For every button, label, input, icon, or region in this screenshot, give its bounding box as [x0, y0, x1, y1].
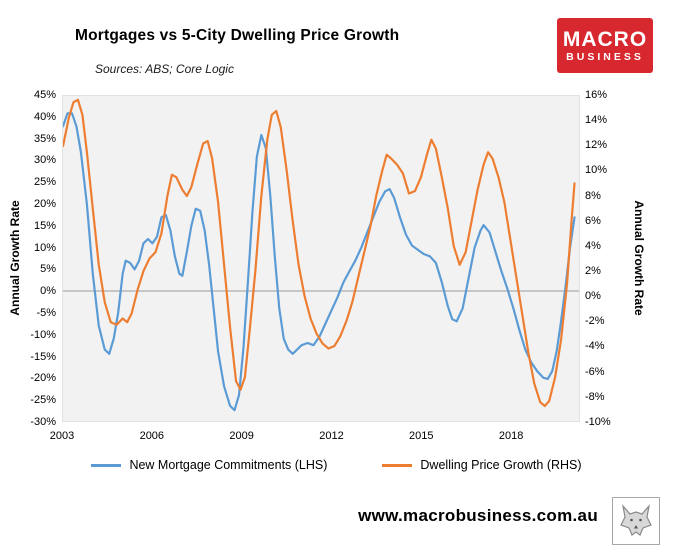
sources-note: Sources: ABS; Core Logic [95, 62, 234, 76]
tick-label: 12% [585, 139, 608, 152]
tick-label: 0% [585, 290, 601, 303]
logo-text-macro: MACRO [562, 27, 648, 51]
tick-label: 0% [40, 285, 56, 298]
tick-label: 15% [33, 219, 56, 232]
plot-area [62, 95, 580, 422]
logo-text-business: BUSINESS [566, 50, 644, 63]
tick-label: -25% [30, 394, 56, 407]
tick-label: -30% [30, 415, 56, 428]
legend: New Mortgage Commitments (LHS) Dwelling … [0, 458, 673, 472]
right-axis-tick-labels: 16% 14% 12% 10% 8% 6% 4% 2% 0% -2% -4% -6% -8% -10% [585, 88, 637, 429]
tick-label: -10% [585, 415, 611, 428]
legend-item-dwelling: Dwelling Price Growth (RHS) [382, 458, 582, 472]
tick-label: 30% [33, 154, 56, 167]
tick-label: -10% [30, 328, 56, 341]
tick-label: 4% [585, 239, 601, 252]
tick-label: 2% [585, 264, 601, 277]
tick-label: 25% [33, 176, 56, 189]
line-chart [63, 98, 579, 412]
tick-label: -8% [585, 390, 605, 403]
legend-item-mortgages: New Mortgage Commitments (LHS) [91, 458, 327, 472]
tick-label: -4% [585, 340, 605, 353]
tick-label: 40% [33, 110, 56, 123]
tick-label: 10% [33, 241, 56, 254]
x-tick-label: 2012 [319, 430, 344, 442]
tick-label: 14% [585, 114, 608, 127]
macrobusiness-logo: MACRO BUSINESS [557, 18, 653, 73]
tick-label: -20% [30, 372, 56, 385]
tick-label: 35% [33, 132, 56, 145]
tick-label: 45% [33, 89, 56, 101]
legend-line-blue-icon [91, 463, 122, 467]
x-tick-label: 2006 [139, 430, 165, 442]
wolf-icon [620, 503, 652, 536]
legend-line-orange-icon [382, 463, 413, 467]
tick-label: -2% [585, 315, 605, 328]
tick-label: 16% [585, 89, 608, 101]
website-url: www.macrobusiness.com.au [358, 506, 598, 525]
tick-label: 10% [585, 164, 608, 177]
legend-label-mortgages: New Mortgage Commitments (LHS) [129, 458, 328, 472]
wolf-logo [612, 497, 660, 545]
tick-label: 8% [585, 189, 601, 202]
legend-label-dwelling: Dwelling Price Growth (RHS) [420, 458, 582, 472]
page-title: Mortgages vs 5-City Dwelling Price Growt… [75, 27, 400, 44]
series-line-1 [63, 98, 576, 408]
x-tick-label: 2009 [229, 430, 254, 442]
tick-label: 6% [585, 214, 601, 227]
tick-label: -15% [30, 350, 56, 363]
tick-label: 20% [33, 197, 56, 210]
left-axis-tick-labels: 45% 40% 35% 30% 25% 20% 15% 10% 5% 0% -5% -10% -15% -… [0, 88, 56, 429]
tick-label: 5% [40, 263, 56, 276]
x-tick-label: 2015 [409, 430, 434, 442]
tick-label: -5% [36, 306, 56, 319]
series-line-0 [63, 112, 576, 412]
x-tick-label: 2018 [498, 430, 524, 442]
tick-label: -6% [585, 365, 605, 378]
x-tick-label: 2003 [49, 430, 75, 442]
x-axis-tick-labels: 2003 2006 2009 2012 2015 2018 [50, 430, 580, 444]
